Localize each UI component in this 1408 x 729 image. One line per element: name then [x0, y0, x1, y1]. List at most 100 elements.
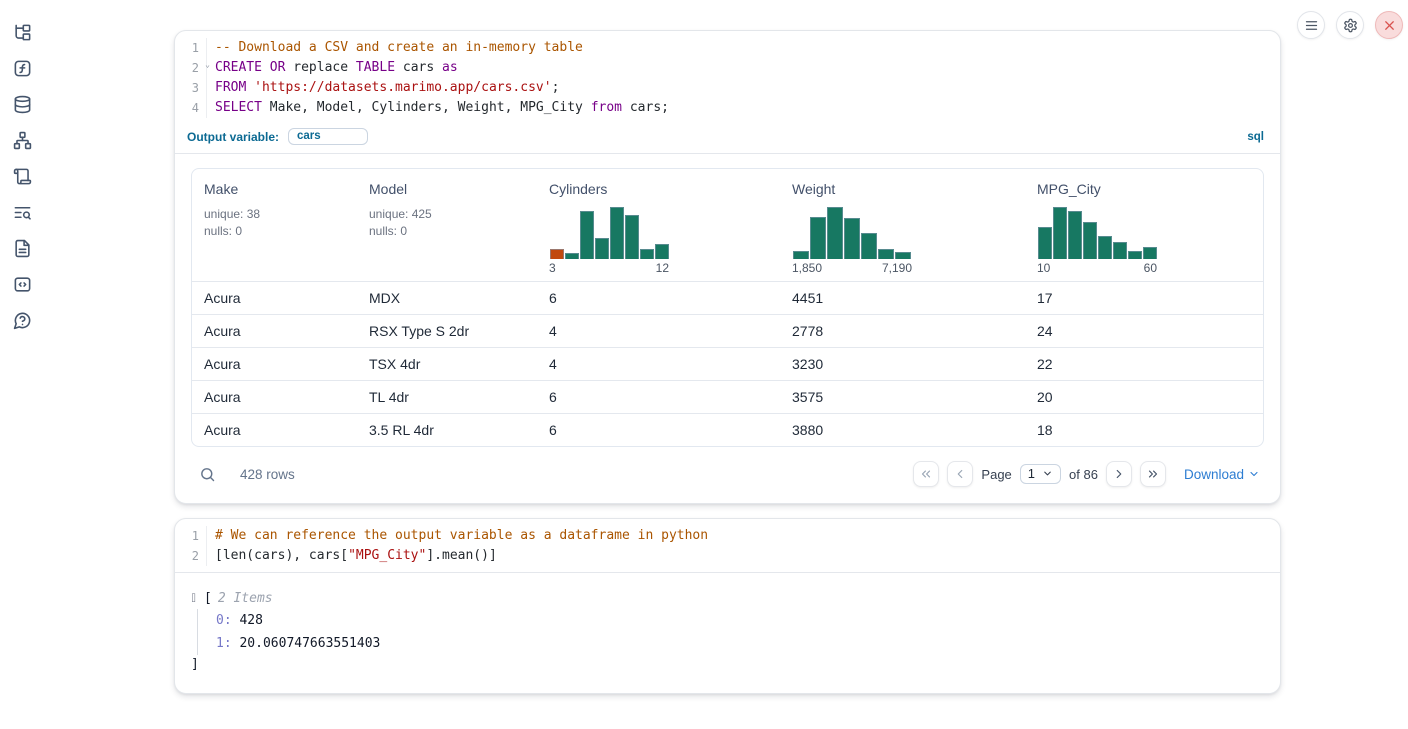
- scroll-icon: [13, 168, 31, 184]
- table-cell: 3230: [792, 356, 824, 372]
- line-number: 1: [175, 526, 207, 546]
- table-cell: 17: [1037, 290, 1053, 306]
- histogram-bar: [1067, 211, 1082, 259]
- sidebar-item-snippets[interactable]: [8, 270, 36, 298]
- language-badge: sql: [1247, 130, 1264, 143]
- mpg-city-histogram: [1037, 207, 1157, 259]
- sidebar-item-documentation[interactable]: [8, 234, 36, 262]
- table-cell: 4451: [792, 290, 824, 306]
- histogram-bar: [1097, 236, 1112, 259]
- table-cell: 2778: [792, 323, 824, 339]
- table-cell: Acura: [204, 356, 241, 372]
- fold-chevron-icon[interactable]: ⌄: [205, 60, 210, 69]
- window-controls: [1297, 11, 1403, 39]
- column-stat: nulls: 0: [204, 224, 243, 238]
- sidebar-item-datasources[interactable]: [8, 90, 36, 118]
- table-header: Make unique: 38 nulls: 0 Model unique: 4…: [192, 169, 1263, 281]
- list-item-value: 20.060747663551403: [239, 636, 381, 651]
- histogram-bar: [1142, 246, 1157, 259]
- histogram-bar: [1082, 221, 1097, 259]
- code-snippet-icon: [14, 276, 30, 292]
- sql-code-editor[interactable]: 1 -- Download a CSV and create an in-memo…: [175, 31, 1280, 124]
- table-footer: 428 rows Page 1: [191, 453, 1264, 495]
- chevron-right-icon: [1116, 469, 1122, 479]
- histogram-bar: [579, 210, 594, 259]
- data-table: Make unique: 38 nulls: 0 Model unique: 4…: [191, 168, 1264, 447]
- gear-icon: [1343, 18, 1357, 32]
- chevron-down-icon: [1250, 471, 1258, 477]
- table-cell: Acura: [204, 290, 241, 306]
- sidebar-item-scratchpad[interactable]: [8, 162, 36, 190]
- axis-max-label: 7,190: [881, 261, 912, 275]
- sidebar-item-file-explorer[interactable]: [8, 18, 36, 46]
- python-cell: 1 # We can reference the output variable …: [174, 518, 1281, 694]
- page-select[interactable]: 1: [1019, 464, 1062, 484]
- histogram-bar: [1052, 207, 1067, 259]
- histogram-bar: [878, 249, 895, 259]
- chevrons-right-icon: [1148, 470, 1158, 478]
- table-cell: RSX Type S 2dr: [369, 323, 470, 339]
- table-cell: Acura: [204, 323, 241, 339]
- help-chat-icon: [13, 312, 30, 329]
- collapse-chevron-icon[interactable]: ⌷: [191, 594, 197, 604]
- table-cell: 20: [1037, 389, 1053, 405]
- sidebar-item-dependencies[interactable]: [8, 126, 36, 154]
- first-page-button[interactable]: [913, 461, 940, 487]
- next-page-button[interactable]: [1105, 461, 1132, 487]
- line-number: 1: [175, 38, 207, 58]
- page-total: of 86: [1069, 466, 1098, 482]
- last-page-button[interactable]: [1139, 461, 1166, 487]
- table-cell: 22: [1037, 356, 1053, 372]
- histogram-bar: [594, 238, 609, 259]
- table-cell: 6: [549, 290, 557, 306]
- histogram-bar: [639, 248, 654, 259]
- settings-button[interactable]: [1336, 11, 1364, 39]
- table-cell: MDX: [369, 290, 401, 306]
- histogram-bar: [624, 214, 639, 259]
- code-line: 3 FROM 'https://datasets.marimo.app/cars.…: [175, 78, 1280, 98]
- histogram-bar: [1127, 250, 1142, 259]
- sql-cell: 1 -- Download a CSV and create an in-memo…: [174, 30, 1281, 504]
- table-row: Acura RSX Type S 2dr 4 2778 24: [192, 314, 1263, 347]
- histogram-bar: [654, 244, 669, 259]
- python-code-editor[interactable]: 1 # We can reference the output variable …: [175, 519, 1280, 573]
- axis-min-label: 1,850: [792, 261, 823, 275]
- sidebar-item-help[interactable]: [8, 306, 36, 334]
- histogram-bar: [861, 233, 878, 259]
- code-line: 4 SELECT Make, Model, Cylinders, Weight, …: [175, 98, 1280, 118]
- column-header-weight[interactable]: Weight 1,850 7,190: [792, 181, 912, 275]
- shutdown-button[interactable]: [1375, 11, 1403, 39]
- menu-button[interactable]: [1297, 11, 1325, 39]
- output-variable-label: Output variable:: [187, 129, 280, 144]
- close-icon: [1384, 20, 1394, 30]
- axis-max-label: 60: [1143, 261, 1157, 275]
- column-header-mpg-city[interactable]: MPG_City 10 60: [1037, 181, 1157, 275]
- table-cell: 18: [1037, 422, 1053, 438]
- column-stat: unique: 38: [204, 207, 261, 221]
- table-cell: 24: [1037, 323, 1053, 339]
- column-header-model[interactable]: Model unique: 425 nulls: 0: [357, 169, 537, 281]
- column-header-make[interactable]: Make unique: 38 nulls: 0: [192, 169, 357, 281]
- chevron-left-icon: [958, 469, 963, 479]
- list-item: 1: 20.060747663551403: [216, 636, 381, 651]
- column-header-cylinders[interactable]: Cylinders 3 12: [549, 181, 669, 275]
- chevron-down-icon: [1044, 471, 1051, 476]
- column-stat: nulls: 0: [369, 224, 408, 238]
- axis-min-label: 10: [1037, 261, 1051, 275]
- line-number: 4: [175, 98, 207, 118]
- sidebar-item-logs[interactable]: [8, 198, 36, 226]
- database-icon: [14, 95, 30, 113]
- sidebar-item-variables[interactable]: [8, 54, 36, 82]
- histogram-bar: [792, 251, 809, 259]
- download-button[interactable]: Download: [1184, 467, 1260, 482]
- page-label: Page: [981, 466, 1012, 482]
- previous-page-button[interactable]: [947, 461, 974, 487]
- table-row: Acura TSX 4dr 4 3230 22: [192, 347, 1263, 380]
- list-item: 0: 428: [216, 613, 263, 628]
- table-cell: 6: [549, 422, 557, 438]
- output-variable-input[interactable]: cars: [288, 128, 369, 145]
- table-row: Acura 3.5 RL 4dr 6 3880 18: [192, 413, 1263, 446]
- search-icon[interactable]: [199, 466, 216, 483]
- histogram-bar: [809, 217, 826, 259]
- table-row: Acura MDX 6 4451 17: [192, 281, 1263, 314]
